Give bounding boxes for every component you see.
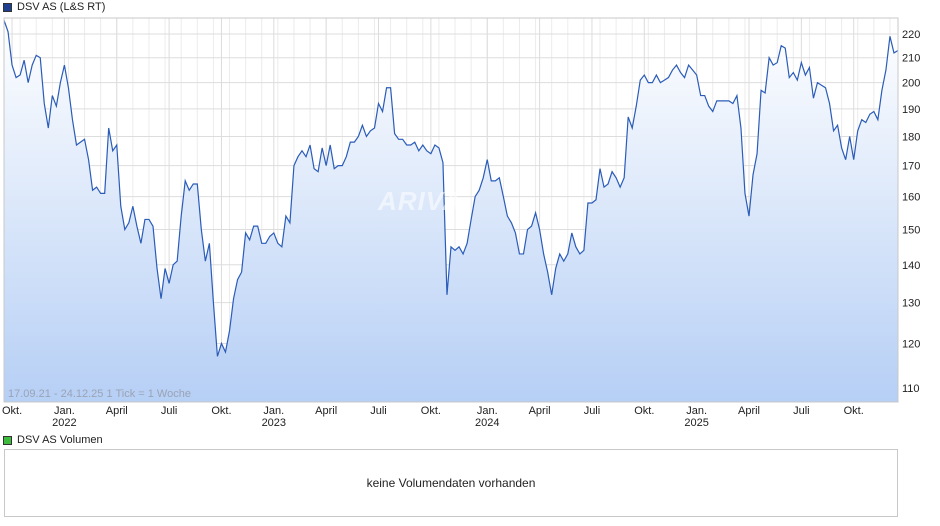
x-year-label: 2022 [52, 417, 76, 429]
x-tick-label: Okt. [844, 405, 864, 417]
volume-panel: keine Volumendaten vorhanden [4, 449, 898, 517]
x-tick-label: Jan. [263, 405, 284, 417]
price-chart: 110 120 130 140 150 160 170 180 190 200 210 220 Okt… [2, 17, 920, 429]
y-tick-label: 170 [902, 161, 920, 173]
y-tick-label: 140 [902, 260, 920, 272]
y-tick-label: 120 [902, 338, 920, 350]
x-tick-label: Okt. [421, 405, 441, 417]
x-tick-label: Jan. [477, 405, 498, 417]
x-tick-label: April [315, 405, 337, 417]
x-tick-label: April [529, 405, 551, 417]
x-tick-label: Okt. [2, 405, 22, 417]
price-line [3, 20, 899, 357]
x-tick-label: Juli [370, 405, 387, 417]
y-tick-label: 180 [902, 131, 920, 143]
volume-legend-label: DSV AS Volumen [17, 434, 103, 446]
x-tick-label: Jan. [686, 405, 707, 417]
y-tick-label: 190 [902, 104, 920, 116]
y-tick-label: 150 [902, 225, 920, 237]
y-tick-label: 200 [902, 78, 920, 90]
x-tick-label: Okt. [211, 405, 231, 417]
date-range-text: 17.09.21 - 24.12.25 1 Tick = 1 Woche [8, 388, 191, 400]
x-year-label: 2023 [262, 417, 286, 429]
y-tick-label: 110 [902, 383, 920, 395]
y-axis-labels: 110 120 130 140 150 160 170 180 190 200 210 220 [902, 29, 920, 395]
x-tick-label: Jan. [54, 405, 75, 417]
x-tick-label: Okt. [634, 405, 654, 417]
volume-empty-message: keine Volumendaten vorhanden [366, 476, 536, 490]
x-tick-label: Juli [793, 405, 810, 417]
y-tick-label: 220 [902, 29, 920, 41]
plot-border [3, 17, 899, 403]
volume-legend-swatch [3, 435, 12, 445]
x-year-label: 2024 [475, 417, 499, 429]
x-tick-label: April [738, 405, 760, 417]
x-tick-label: April [106, 405, 128, 417]
watermark-logo: ARIVA [378, 186, 462, 216]
y-tick-label: 160 [902, 192, 920, 204]
volume-legend: DSV AS Volumen [3, 433, 103, 447]
x-tick-label: Juli [584, 405, 601, 417]
x-year-label: 2025 [684, 417, 708, 429]
price-legend: DSV AS (L&S RT) [3, 0, 105, 14]
y-tick-label: 210 [902, 53, 920, 65]
price-legend-label: DSV AS (L&S RT) [17, 1, 106, 13]
price-area [4, 20, 898, 402]
x-tick-label: Juli [161, 405, 178, 417]
price-legend-swatch [3, 2, 12, 12]
y-tick-label: 130 [902, 298, 920, 310]
